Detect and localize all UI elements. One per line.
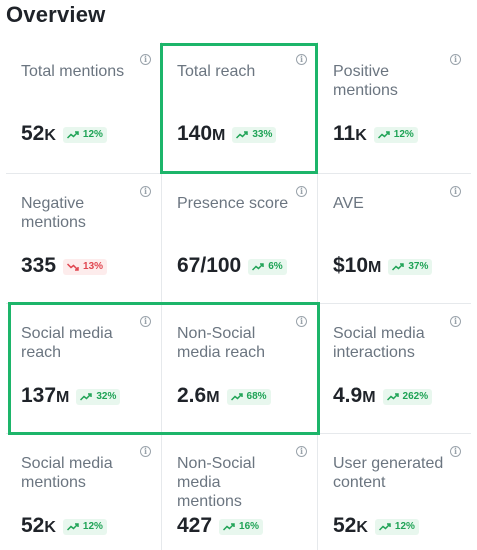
change-badge: 13% [63,259,108,275]
trend-up-icon [223,523,235,531]
info-icon[interactable]: i [140,186,151,197]
metric-label: Presence score [177,195,289,212]
page-title: Overview [6,2,106,27]
info-icon[interactable]: i [140,316,151,327]
info-icon[interactable]: i [450,186,461,197]
metric-tile-total-mentions[interactable]: Total mentions i 52K 12% [6,42,161,173]
trend-up-icon [386,393,399,401]
metric-tile-non-social-media-mentions[interactable]: Non-Social media mentions i 427 16% [162,434,317,550]
metric-value: 67/100 [177,254,242,277]
metric-value: 335 [21,254,57,277]
metric-value: 2.6M [177,384,220,407]
grid-divider [317,42,318,550]
change-badge: 12% [373,127,418,143]
info-icon[interactable]: i [296,186,307,197]
metric-label: Negative mentions [21,195,86,231]
metric-label: User generated content [333,455,444,491]
info-icon[interactable]: i [140,446,151,457]
trend-down-icon [67,263,79,271]
trend-up-icon [377,131,390,139]
info-icon[interactable]: i [296,54,307,65]
metric-tile-social-media-interactions[interactable]: Social media interactions i 4.9M 262% [318,304,471,433]
metric-value: 427 [177,514,213,537]
change-badge: 33% [232,127,277,143]
info-icon[interactable]: i [450,316,461,327]
metric-label: Social media mentions [21,455,113,491]
metric-value: 4.9M [333,384,376,407]
metric-label: Social media reach [21,325,113,361]
metric-value: $10M [333,254,382,277]
change-badge: 32% [76,389,121,405]
change-badge: 12% [374,519,419,535]
change-badge: 12% [62,127,107,143]
trend-up-icon [66,131,79,139]
metric-value: 140M [177,122,226,145]
change-badge: 6% [248,259,287,275]
metric-value: 137M [21,384,70,407]
info-icon[interactable]: i [296,316,307,327]
metric-tile-ave[interactable]: AVE i $10M 37% [318,174,471,303]
metric-tile-social-media-mentions[interactable]: Social media mentions i 52K 12% [6,434,161,550]
metric-value: 52K [21,122,56,145]
metric-tile-positive-mentions[interactable]: Positive mentions i 11K 12% [318,42,471,173]
info-icon[interactable]: i [140,54,151,65]
change-badge: 16% [219,519,264,535]
trend-up-icon [66,523,79,531]
trend-up-icon [236,131,249,139]
change-badge: 12% [62,519,107,535]
metric-label: Total reach [177,63,256,80]
grid-divider [161,42,162,550]
metric-value: 52K [21,514,56,537]
metric-label: Positive mentions [333,63,398,99]
trend-up-icon [80,393,93,401]
info-icon[interactable]: i [450,446,461,457]
metric-tile-presence-score[interactable]: Presence score i 67/100 6% [162,174,317,303]
metric-value: 52K [333,514,368,537]
metric-label: AVE [333,195,364,212]
metric-label: Total mentions [21,63,125,80]
metric-label: Non-Social media reach [177,325,266,361]
change-badge: 68% [226,389,271,405]
trend-up-icon [378,523,391,531]
metric-tile-negative-mentions[interactable]: Negative mentions i 335 13% [6,174,161,303]
info-icon[interactable]: i [450,54,461,65]
trend-up-icon [392,263,405,271]
trend-up-icon [252,263,264,271]
trend-up-icon [230,393,243,401]
change-badge: 37% [388,259,433,275]
metrics-grid: Total mentions i 52K 12% Total reach i 1… [6,42,471,550]
metric-tile-user-generated-content[interactable]: User generated content i 52K 12% [318,434,471,550]
metric-tile-social-media-reach[interactable]: Social media reach i 137M 32% [6,304,161,433]
metric-value: 11K [333,122,367,145]
change-badge: 262% [382,389,433,405]
metric-label: Social media interactions [333,325,425,361]
info-icon[interactable]: i [296,446,307,457]
metric-label: Non-Social media mentions [177,455,256,510]
metric-tile-non-social-media-reach[interactable]: Non-Social media reach i 2.6M 68% [162,304,317,433]
metric-tile-total-reach[interactable]: Total reach i 140M 33% [162,42,317,173]
